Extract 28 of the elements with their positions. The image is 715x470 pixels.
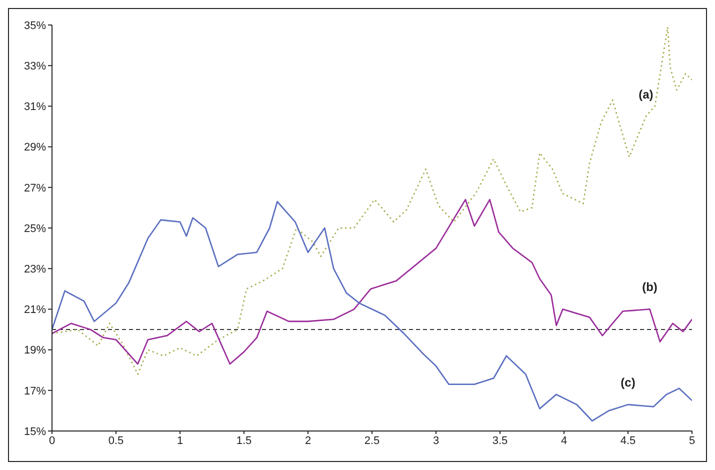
line-series	[52, 26, 692, 375]
y-tick-label: 15%	[24, 426, 46, 438]
x-tick-label: 2	[304, 434, 312, 447]
y-tick-label: 23%	[24, 264, 46, 276]
y-tick-label: 31%	[24, 101, 46, 114]
y-tick-label: 35%	[24, 20, 46, 32]
y-tick-label: 27%	[24, 182, 46, 194]
y-tick-label: 21%	[24, 304, 46, 316]
y-tick-label: 25%	[24, 222, 46, 235]
x-tick-label: 1.5	[236, 434, 252, 447]
y-tick-label: 19%	[24, 344, 46, 357]
x-tick-label: 1	[176, 434, 184, 447]
y-tick-label: 33%	[24, 60, 46, 73]
x-tick-label: 2.5	[364, 434, 380, 447]
line-series	[52, 200, 692, 422]
y-tick-label: 29%	[24, 142, 46, 154]
x-tick-label: 3.5	[492, 434, 508, 447]
x-tick-label: 0	[48, 434, 56, 447]
x-tick-label: 4	[560, 434, 568, 447]
x-tick-label: 3	[432, 434, 440, 447]
x-tick-label: 4.5	[620, 434, 636, 447]
y-tick-label: 17%	[24, 385, 46, 398]
series-label: (b)	[642, 280, 658, 294]
line-series	[52, 198, 692, 365]
series-label: (a)	[638, 87, 654, 102]
x-tick-label: 0.5	[108, 434, 124, 447]
x-tick-label: 5	[688, 434, 696, 447]
series-label: (c)	[620, 376, 636, 390]
